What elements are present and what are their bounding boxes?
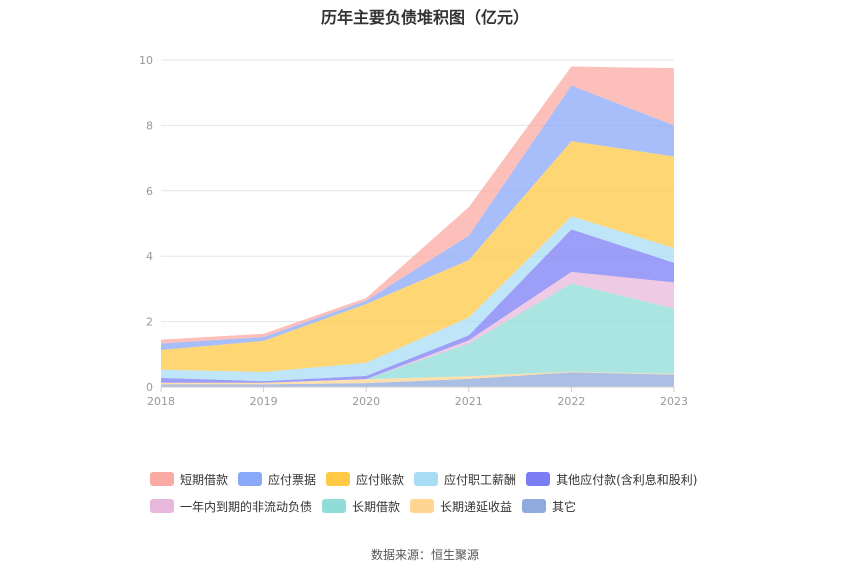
x-tick-label: 2021 xyxy=(455,395,483,408)
legend-swatch xyxy=(414,472,439,486)
area-series-2 xyxy=(161,283,674,383)
legend-label: 应付账款 xyxy=(356,472,405,487)
axis-layer: 0 2 4 6 8 10 2018 2019 2020 2021 2022 2023 xyxy=(139,54,688,408)
legend-label: 应付票据 xyxy=(268,472,317,487)
x-tick-label: 2022 xyxy=(557,395,585,408)
legend-swatch xyxy=(326,472,351,486)
x-tick-label: 2023 xyxy=(660,395,688,408)
area-series-3 xyxy=(161,271,674,383)
chart-title: 历年主要负债堆积图（亿元） xyxy=(320,8,529,27)
area-series-6 xyxy=(161,141,674,372)
x-tick-label: 2020 xyxy=(352,395,380,408)
legend-item[interactable]: 其它 xyxy=(522,497,576,515)
area-series-0 xyxy=(161,372,674,387)
legend-item[interactable]: 应付票据 xyxy=(238,470,316,488)
area-layer xyxy=(161,66,674,387)
legend-label: 长期递延收益 xyxy=(440,499,513,514)
legend-swatch xyxy=(522,499,547,513)
legend-swatch xyxy=(150,499,174,513)
y-tick-label: 6 xyxy=(146,185,153,198)
x-tick-label: 2018 xyxy=(147,395,175,408)
legend-item[interactable]: 长期借款 xyxy=(322,497,400,515)
legend-label: 一年内到期的非流动负债 xyxy=(180,499,313,514)
legend-label: 长期借款 xyxy=(352,499,401,514)
area-series-5 xyxy=(161,216,674,382)
legend-item[interactable]: 短期借款 xyxy=(150,470,228,488)
area-series-4 xyxy=(161,229,674,383)
legend-item[interactable]: 长期递延收益 xyxy=(410,497,512,515)
y-tick-label: 10 xyxy=(139,54,153,67)
legend-label: 其它 xyxy=(552,499,577,514)
legend-row: 短期借款 应付票据 应付账款 应付职工薪酬 其他应付款(含利息和股利) xyxy=(150,470,750,497)
x-tick-label: 2019 xyxy=(250,395,278,408)
legend-swatch xyxy=(410,499,435,513)
legend-row: 一年内到期的非流动负债 长期借款 长期递延收益 其它 xyxy=(150,497,750,524)
area-series-8 xyxy=(161,66,674,344)
data-source-note: 数据来源：恒生聚源 xyxy=(370,548,479,562)
legend-item[interactable]: 其他应付款(含利息和股利) xyxy=(526,470,697,488)
legend-item[interactable]: 应付职工薪酬 xyxy=(414,470,516,488)
legend-label: 其他应付款(含利息和股利) xyxy=(556,472,698,487)
y-tick-label: 4 xyxy=(146,250,153,263)
y-tick-label: 8 xyxy=(146,119,153,132)
legend-swatch xyxy=(322,499,347,513)
legend-label: 应付职工薪酬 xyxy=(444,472,517,487)
legend-swatch xyxy=(526,472,551,486)
legend-item[interactable]: 应付账款 xyxy=(326,470,404,488)
legend-item[interactable]: 一年内到期的非流动负债 xyxy=(150,497,312,515)
chart-legend: 短期借款 应付票据 应付账款 应付职工薪酬 其他应付款(含利息和股利) 一年内到期的非流动… xyxy=(150,470,750,524)
y-tick-label: 0 xyxy=(146,381,153,394)
area-series-1 xyxy=(161,371,674,385)
area-series-7 xyxy=(161,85,674,351)
y-tick-label: 2 xyxy=(146,316,153,329)
legend-swatch xyxy=(238,472,263,486)
legend-swatch xyxy=(150,472,174,486)
legend-label: 短期借款 xyxy=(180,472,229,487)
